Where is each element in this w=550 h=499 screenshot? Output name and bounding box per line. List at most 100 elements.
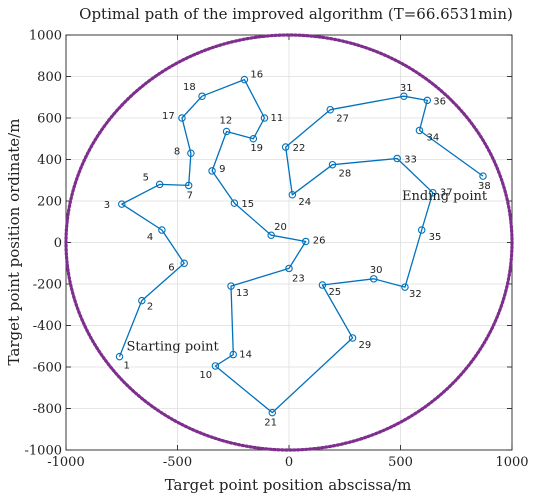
point-label: 22 (293, 143, 306, 154)
y-tick-label: -1000 (25, 444, 62, 459)
point-marker (138, 296, 146, 305)
point-marker (158, 226, 166, 234)
point-marker (268, 408, 277, 417)
point-label: 37 (440, 188, 453, 199)
point-label: 16 (250, 70, 263, 81)
path-layer (118, 78, 484, 414)
point-marker (240, 75, 249, 84)
point-label: 36 (433, 96, 446, 107)
point-marker (301, 237, 310, 246)
point-label: 38 (478, 181, 491, 192)
point-label: 2 (147, 302, 153, 313)
y-tick-label: 600 (37, 112, 62, 127)
point-marker (208, 167, 216, 175)
point-marker (180, 259, 188, 267)
point-label: 11 (270, 113, 283, 124)
point-marker (326, 105, 335, 114)
x-tick-label: 1000 (495, 455, 528, 470)
y-tick-label: -600 (33, 361, 62, 376)
x-axis-label: Target point position abscissa/m (165, 476, 412, 494)
y-tick-label: 400 (37, 153, 62, 168)
point-marker (401, 283, 409, 291)
y-tick-label: 0 (54, 236, 62, 251)
point-marker (423, 96, 432, 105)
point-label: 6 (168, 262, 174, 273)
point-label: 34 (426, 132, 439, 143)
point-marker (285, 264, 293, 273)
point-marker (229, 350, 238, 359)
point-label: 19 (250, 143, 263, 154)
point-label: 26 (313, 235, 326, 246)
x-tick-label: -1000 (47, 455, 84, 470)
point-marker (267, 231, 275, 239)
start-annotation: Starting point (127, 340, 220, 355)
point-label: 23 (292, 273, 305, 284)
point-label: 20 (274, 222, 287, 233)
point-label: 8 (174, 146, 180, 157)
axes-layer: -1000 -500 0 500 1000 -1000 -800 -600 -400 -200 0 2… (25, 29, 529, 471)
point-marker (393, 154, 401, 163)
boundary-circle (64, 33, 514, 452)
boundary-circle-layer (64, 33, 514, 452)
point-label: 17 (162, 111, 175, 122)
point-marker (318, 281, 327, 289)
point-label: 33 (404, 154, 417, 165)
point-marker (118, 200, 126, 208)
point-marker (222, 127, 231, 136)
point-label: 13 (236, 288, 249, 299)
path-line (118, 78, 484, 414)
point-marker (227, 282, 235, 290)
point-label: 18 (183, 82, 196, 93)
point-label: 3 (104, 200, 110, 211)
y-tick-label: -800 (33, 402, 62, 417)
point-label: 5 (143, 172, 149, 183)
point-marker (260, 114, 269, 122)
point-label: 10 (199, 370, 212, 381)
point-label: 30 (370, 265, 383, 276)
point-marker (115, 352, 124, 361)
point-label: 21 (264, 418, 277, 429)
y-tick-label: 200 (37, 195, 62, 210)
x-tick-label: -500 (163, 455, 192, 470)
point-label: 12 (220, 115, 233, 126)
y-tick-label: 1000 (29, 29, 62, 44)
point-label: 28 (338, 169, 351, 180)
point-marker (184, 181, 193, 190)
point-label: 35 (429, 232, 442, 243)
point-label: 4 (147, 232, 153, 243)
y-tick-label: -200 (33, 278, 62, 293)
point-label: 24 (298, 197, 311, 208)
point-label-layer: 1264357817181611191291520262313141021292… (104, 70, 491, 429)
point-label: 31 (400, 83, 413, 94)
marker-layer (115, 75, 487, 417)
point-marker (198, 92, 206, 100)
point-marker (187, 149, 195, 158)
point-marker (178, 114, 186, 122)
point-label: 32 (409, 289, 422, 300)
point-label: 1 (124, 361, 130, 372)
point-label: 25 (328, 287, 341, 298)
point-marker (348, 334, 357, 342)
end-annotation: Ending point (402, 189, 488, 204)
point-marker (155, 180, 164, 189)
point-label: 29 (359, 340, 372, 351)
point-marker (479, 172, 487, 180)
point-marker (415, 126, 424, 135)
x-tick-label: 500 (388, 455, 413, 470)
point-marker (417, 226, 426, 234)
point-label: 15 (241, 199, 254, 210)
x-tick-label: 0 (285, 455, 293, 470)
point-marker (288, 191, 297, 199)
point-marker (281, 143, 290, 151)
y-tick-label: -400 (33, 319, 62, 334)
chart-title: Optimal path of the improved algorithm (… (79, 5, 513, 23)
point-marker (230, 199, 239, 207)
y-tick-label: 800 (37, 70, 62, 85)
point-label: 27 (336, 114, 349, 125)
point-label: 14 (239, 350, 252, 361)
point-marker (429, 188, 437, 197)
point-marker (400, 92, 408, 100)
point-label: 7 (187, 190, 193, 201)
point-marker (369, 275, 378, 283)
